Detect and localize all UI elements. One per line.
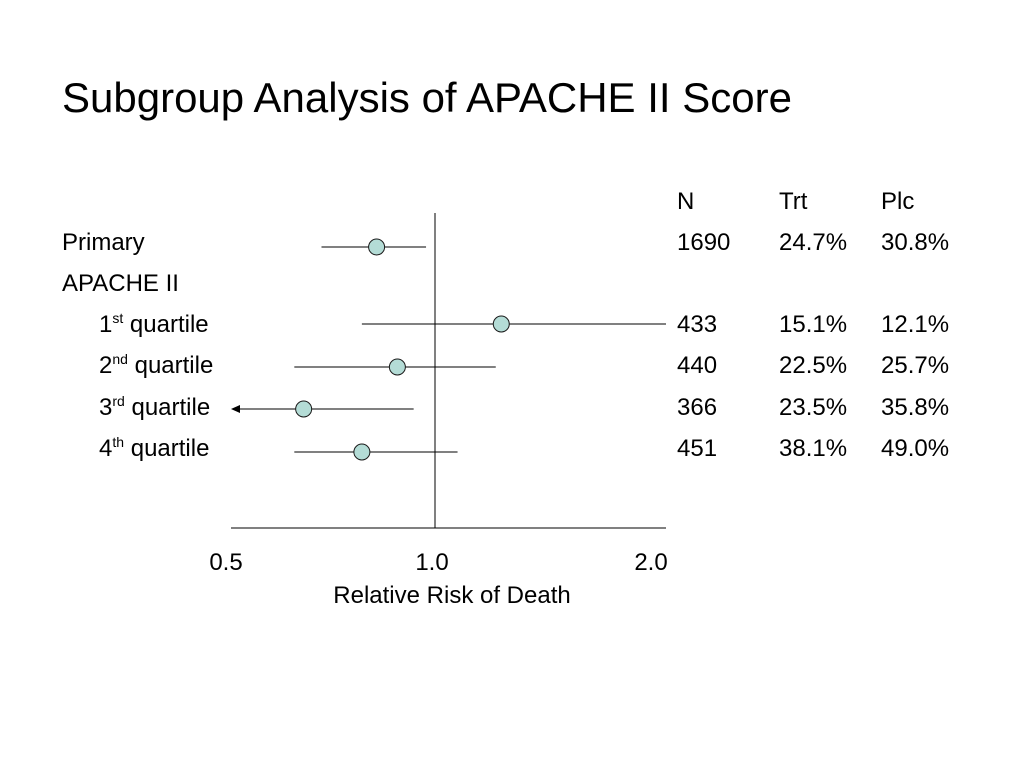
table-cell-trt: 15.1% [779, 311, 848, 338]
page-title: Subgroup Analysis of APACHE II Score [62, 74, 792, 121]
table-cell-plc: 30.8% [881, 229, 950, 256]
row-label-suffix: quartile [123, 311, 209, 338]
row-label-quartile-4: 4th quartile [99, 435, 209, 463]
row-label-primary: Primary [62, 229, 145, 257]
table-header-n: N [677, 188, 695, 215]
row-label-quartile-1: 1st quartile [99, 311, 209, 339]
row-label-number: 1 [99, 311, 113, 338]
estimate-point [492, 315, 510, 333]
table-cell-n: 366 [677, 394, 718, 421]
table-cell-plc: 49.0% [881, 435, 950, 462]
table-cell-n: 1690 [677, 229, 731, 256]
row-label-quartile-3: 3rd quartile [99, 394, 210, 422]
table-cell-trt: 24.7% [779, 229, 848, 256]
table-cell-plc: 35.8% [881, 394, 950, 421]
table-header-trt: Trt [779, 188, 808, 215]
table-cell-trt: 38.1% [779, 435, 848, 462]
table-header-plc: Plc [881, 188, 915, 215]
row-label-ordinal: rd [112, 393, 125, 409]
ci-arrowhead [231, 405, 240, 413]
row-label-number: 2 [99, 352, 113, 379]
estimate-point [368, 238, 386, 256]
estimate-point [353, 443, 371, 461]
row-label-text: APACHE II [62, 270, 179, 297]
row-label-suffix: quartile [124, 394, 211, 421]
estimate-point [388, 358, 406, 376]
table-cell-n: 451 [677, 435, 718, 462]
row-label-ordinal: th [112, 434, 125, 450]
table-cell-plc: 12.1% [881, 311, 950, 338]
x-tick-label: 1.0 [415, 549, 449, 576]
x-tick-label: 2.0 [634, 549, 668, 576]
table-cell-n: 440 [677, 352, 718, 379]
table-cell-trt: 22.5% [779, 352, 848, 379]
table-cell-trt: 23.5% [779, 394, 848, 421]
row-label-quartile-2: 2nd quartile [99, 352, 213, 380]
x-tick-label: 0.5 [209, 549, 243, 576]
row-label-suffix: quartile [124, 435, 210, 462]
row-label-apache: APACHE II [62, 270, 179, 298]
row-label-text: Primary [62, 229, 145, 256]
estimate-point [295, 400, 313, 418]
row-label-suffix: quartile [127, 352, 214, 379]
x-axis-title: Relative Risk of Death [333, 582, 571, 609]
row-label-ordinal: st [112, 310, 124, 326]
table-cell-n: 433 [677, 311, 718, 338]
table-cell-plc: 25.7% [881, 352, 950, 379]
row-label-number: 4 [99, 435, 113, 462]
row-label-number: 3 [99, 394, 113, 421]
row-label-ordinal: nd [112, 351, 128, 367]
